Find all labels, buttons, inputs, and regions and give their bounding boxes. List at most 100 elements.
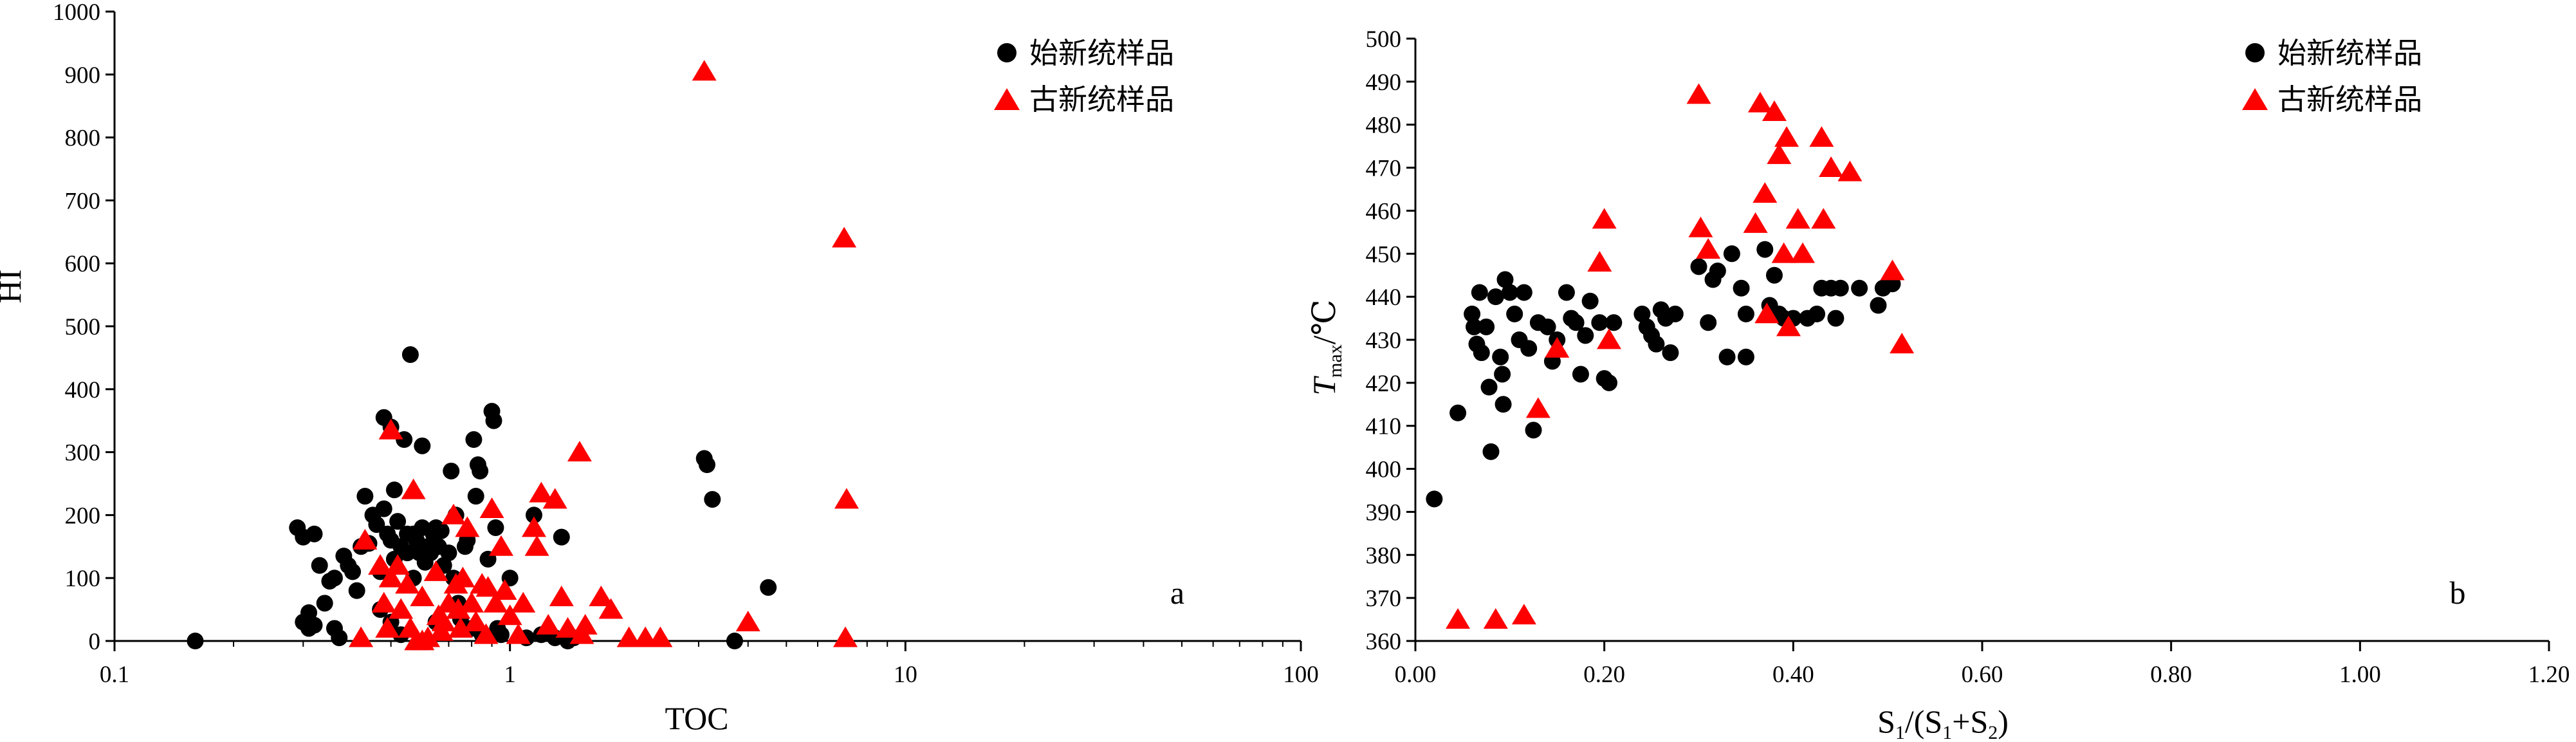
point-series2-a [833,626,858,647]
y-tick-label-b: 440 [1366,284,1402,311]
y-tick-label-a: 200 [65,503,101,529]
point-series2-a [450,566,475,588]
point-series1-a [553,528,570,546]
y-tick-label-b: 420 [1366,371,1402,397]
point-series2-a [389,598,414,619]
x-tick-label-b: 0.40 [1772,662,1814,688]
point-series1-b [1591,314,1608,331]
point-series1-b [1567,314,1585,331]
point-series2-a [834,488,859,509]
point-series1-a [525,506,542,524]
legend-label-series2-a: 古新统样品 [1029,82,1174,116]
point-series1-b [1464,305,1481,322]
point-series2-b [1696,238,1721,259]
point-series2-a [448,617,473,638]
x-axis-title-b: S1/(S1+S2) [1877,703,2009,742]
point-series2-a [378,566,403,588]
point-series2-b [1525,397,1550,418]
point-series2-a [648,626,673,647]
point-series2-a [832,227,857,248]
legend-label-series2-b: 古新统样品 [2277,82,2422,116]
data-marks-a [187,60,859,651]
point-series2-a [536,613,561,635]
x-axis-title-b-sub3: 2 [1988,722,1998,742]
point-series2-b [1688,216,1713,237]
point-series1-b [1662,344,1679,362]
point-series1-a [331,629,348,647]
point-series2-a [349,626,374,647]
point-series1-a [344,563,362,580]
point-series1-b [1572,366,1589,383]
point-series1-b [1666,305,1684,322]
point-series2-a [371,591,396,613]
x-axis-title-a: TOC [665,700,728,736]
point-series2-a [375,617,400,638]
point-series1-b [1501,284,1518,301]
point-series1-a [187,633,204,649]
point-series1-a [356,488,374,505]
point-series2-a [423,560,448,581]
point-series2-a [475,576,501,597]
point-series1-b [1577,327,1594,344]
point-series2-a [549,585,574,606]
y-tick-label-b: 450 [1366,241,1402,268]
point-series1-b [1520,340,1538,357]
y-tick-label-a: 800 [65,125,101,152]
point-series2-a [616,626,641,647]
point-series2-b [1587,251,1612,272]
point-series1-a [760,579,777,596]
legend-b: 始新统样品 古新统样品 [2242,36,2422,116]
point-series2-a [463,611,488,632]
point-series1-a [465,431,483,449]
x-axis-title-b-sub2: 1 [1942,722,1952,742]
point-series1-b [1494,366,1511,383]
point-series1-a [375,500,392,517]
point-series1-b [1756,241,1774,258]
y-tick-label-b: 480 [1366,113,1402,139]
point-series1-b [1471,284,1488,301]
point-series2-b [1686,83,1711,104]
point-series2-a [378,418,403,440]
point-series2-b [1811,208,1836,229]
legend-marker-series1-a [997,43,1017,62]
point-series1-a [698,456,715,474]
x-axis-title-b-part4: ) [1998,703,2009,739]
chart-panel-a: 0 100 200 300 400 500 600 700 800 900 1000 0.1 1 10 10… [0,0,1319,736]
point-series1-b [1473,344,1490,362]
y-tick-label-b: 490 [1366,70,1402,96]
x-axis-title-b-part3: +S [1952,703,1988,739]
y-tick-label-a: 300 [65,440,101,467]
point-series2-a [353,528,378,550]
x-axis-title-b-sub1: 1 [1895,722,1905,742]
data-marks-b [1426,83,1915,629]
panel-label-a: a [1170,575,1184,611]
point-series2-a [368,554,393,575]
y-tick-label-a: 0 [89,629,101,655]
y-tick-label-a: 400 [65,377,101,403]
point-series1-a [306,525,323,543]
point-series1-b [1466,318,1483,335]
point-series1-b [1581,292,1599,310]
point-series1-a [368,516,385,533]
point-series2-b [1785,208,1810,229]
point-series2-b [1819,156,1844,177]
point-series1-b [1700,314,1717,331]
point-series2-a [529,481,554,503]
point-series2-a [410,585,435,606]
point-series1-b [1525,422,1542,439]
x-tick-label-b: 0.20 [1583,662,1625,688]
y-tick-label-b: 500 [1366,26,1402,53]
point-series2-a [459,591,484,613]
point-series2-b [1511,604,1536,625]
x-tick-label-a: 100 [1283,662,1319,688]
point-series2-a [446,598,471,619]
y-tick-label-b: 410 [1366,414,1402,440]
point-series2-b [1771,242,1796,263]
y-tick-label-a: 900 [65,62,101,89]
point-series1-b [1633,305,1651,322]
point-series1-a [300,604,318,621]
point-series2-b [1774,126,1799,147]
point-series2-a [497,604,522,626]
point-series2-a [524,535,549,556]
